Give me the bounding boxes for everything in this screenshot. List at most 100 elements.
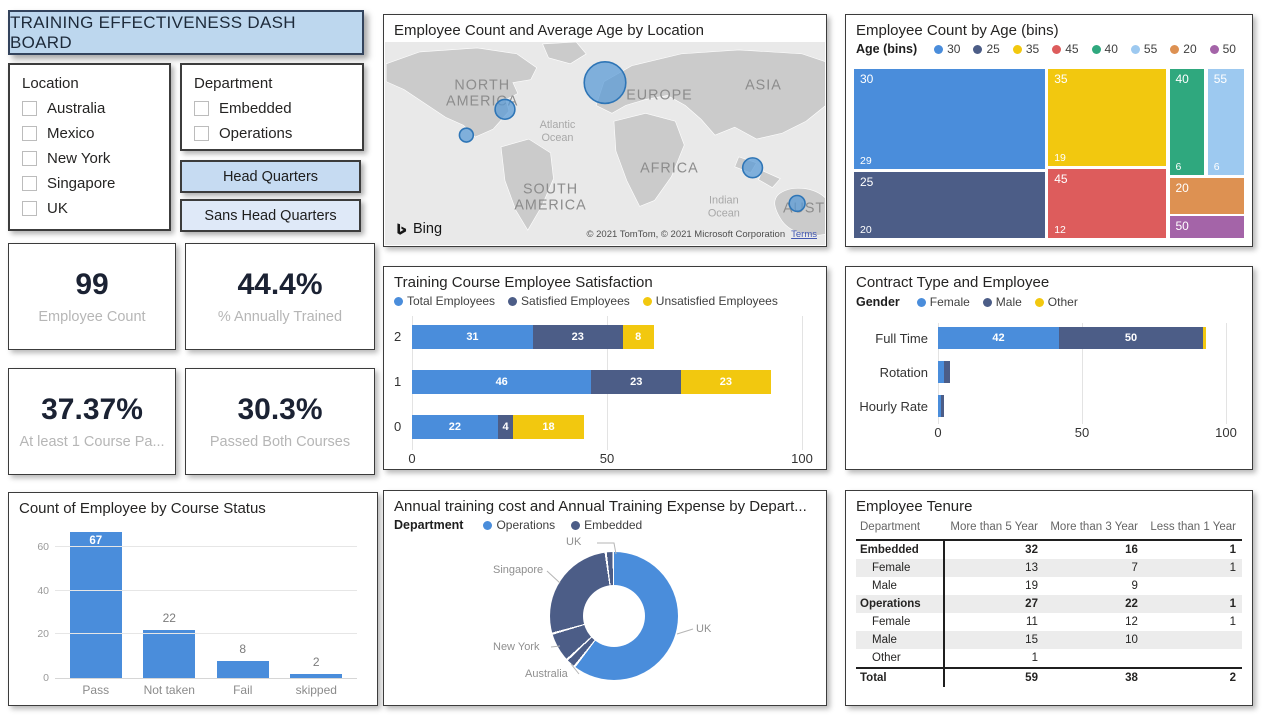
legend-item-embedded[interactable]: Embedded xyxy=(571,518,642,532)
cell-value: 7 xyxy=(1131,562,1138,574)
bar-segment-satisfied-employees[interactable]: 23 xyxy=(532,324,623,349)
treemap-tile-35[interactable]: 35 19 xyxy=(1048,69,1166,166)
checkbox-mexico[interactable] xyxy=(22,126,37,141)
bing-logo[interactable]: Bing xyxy=(395,221,442,237)
tenure-row-embedded-0[interactable]: Embedded 32 16 1 xyxy=(856,540,1242,559)
checkbox-operations[interactable] xyxy=(194,126,209,141)
tenure-row-female-4[interactable]: Female 11 12 1 xyxy=(856,613,1242,631)
map-region-label: SOUTH AMERICA xyxy=(514,182,586,214)
head-quarters-button[interactable]: Head Quarters xyxy=(180,160,361,193)
bar-pass[interactable]: 67 xyxy=(69,532,122,678)
legend-item-25[interactable]: 25 xyxy=(973,42,1000,56)
bar-fail[interactable] xyxy=(216,660,269,678)
legend-dot-icon xyxy=(982,297,992,307)
gridline xyxy=(1082,323,1083,424)
kpi-label: % Annually Trained xyxy=(217,309,343,325)
bar-segment-female[interactable]: 42 xyxy=(938,327,1059,349)
bar-not-taken[interactable] xyxy=(143,630,196,678)
legend-item-50[interactable]: 50 xyxy=(1209,42,1236,56)
treemap-tile-value: 29 xyxy=(860,155,872,168)
map-bubble[interactable] xyxy=(458,127,475,143)
map-region-label: Indian Ocean xyxy=(708,194,740,219)
treemap-tile-label: 55 xyxy=(1213,72,1228,86)
checkbox-uk[interactable] xyxy=(22,201,37,216)
category-label: Pass xyxy=(82,683,110,697)
checkbox-australia[interactable] xyxy=(22,101,37,116)
bar-segment-satisfied-employees[interactable]: 23 xyxy=(591,369,682,394)
bar-segment-total-employees[interactable]: 22 xyxy=(412,414,498,439)
treemap-tile-50[interactable]: 50 xyxy=(1169,216,1244,238)
legend-dot-icon xyxy=(508,296,518,306)
department-option-embedded[interactable]: Embedded xyxy=(194,100,350,117)
cell-value: 2 xyxy=(1143,667,1242,687)
tenure-row-female-1[interactable]: Female 13 7 1 xyxy=(856,559,1242,577)
bar-segment-unsatisfied-employees[interactable]: 8 xyxy=(622,324,654,349)
course-status-panel: Count of Employee by Course Status 67 22 8… xyxy=(8,492,378,706)
category-label: Not taken xyxy=(143,683,195,697)
map-bubble[interactable] xyxy=(583,61,627,105)
legend-item-30[interactable]: 30 xyxy=(934,42,960,56)
department-option-operations[interactable]: Operations xyxy=(194,125,350,142)
treemap-tile-55[interactable]: 55 6 xyxy=(1207,69,1244,176)
tenure-row-male-5[interactable]: Male 15 10 xyxy=(856,631,1242,649)
treemap-tile-40[interactable]: 40 6 xyxy=(1169,69,1205,176)
bar-segment-unsatisfied-employees[interactable]: 23 xyxy=(681,369,771,394)
bar-segment-female[interactable] xyxy=(938,395,941,417)
checkbox-singapore[interactable] xyxy=(22,176,37,191)
location-option-mexico[interactable]: Mexico xyxy=(22,125,157,142)
legend-item-operations[interactable]: Operations xyxy=(483,518,555,532)
legend-item-total-employees[interactable]: Total Employees xyxy=(394,294,495,308)
legend-item-55[interactable]: 55 xyxy=(1130,42,1157,56)
legend-item-satisfied-employees[interactable]: Satisfied Employees xyxy=(508,294,630,308)
bar-segment-satisfied-employees[interactable]: 4 xyxy=(497,414,514,439)
tenure-row-total-7[interactable]: Total 59 38 2 xyxy=(856,667,1242,687)
legend-item-40[interactable]: 40 xyxy=(1091,42,1118,56)
map-bubble[interactable] xyxy=(788,194,806,213)
treemap-tile-45[interactable]: 45 12 xyxy=(1048,168,1166,238)
treemap-tile-25[interactable]: 25 20 xyxy=(854,171,1045,238)
bar-segment-female[interactable] xyxy=(938,361,944,383)
bar-segment-male[interactable]: 50 xyxy=(1058,327,1203,349)
bar-segment-unsatisfied-employees[interactable]: 18 xyxy=(513,414,584,439)
tenure-row-operations-3[interactable]: Operations 27 22 1 xyxy=(856,595,1242,613)
bar-segment-male[interactable] xyxy=(940,395,944,417)
legend-item-20[interactable]: 20 xyxy=(1170,42,1197,56)
treemap-chart: 30 29 25 20 35 19 45 12 40 6 55 6 20 50 xyxy=(854,69,1244,238)
tenure-row-male-2[interactable]: Male 19 9 xyxy=(856,577,1242,595)
cell-value: 59 xyxy=(944,667,1044,687)
tenure-row-other-6[interactable]: Other 1 xyxy=(856,649,1242,668)
location-option-new-york[interactable]: New York xyxy=(22,150,157,167)
treemap-tile-20[interactable]: 20 xyxy=(1169,177,1244,214)
checkbox-new-york[interactable] xyxy=(22,151,37,166)
bar-segment-male[interactable] xyxy=(943,361,950,383)
dashboard-title: TRAINING EFFECTIVENESS DASH BOARD xyxy=(10,12,296,52)
map-bubble[interactable] xyxy=(741,157,764,179)
legend-item-unsatisfied-employees[interactable]: Unsatisfied Employees xyxy=(642,294,778,308)
legend-title: Gender xyxy=(856,295,900,309)
terms-link[interactable]: Terms xyxy=(791,229,817,240)
bar-skipped[interactable] xyxy=(290,673,343,678)
cell-value xyxy=(1144,577,1242,595)
legend-item-35[interactable]: 35 xyxy=(1012,42,1039,56)
checkbox-label: New York xyxy=(47,150,111,167)
location-option-australia[interactable]: Australia xyxy=(22,100,157,117)
bar-track xyxy=(938,395,1226,417)
cell-value xyxy=(1144,649,1242,668)
bar-segment-other[interactable] xyxy=(1202,327,1206,349)
map-bubble[interactable] xyxy=(494,98,516,121)
legend-item-other[interactable]: Other xyxy=(1034,295,1078,309)
location-option-singapore[interactable]: Singapore xyxy=(22,175,157,192)
sans-head-quarters-button[interactable]: Sans Head Quarters xyxy=(180,199,361,232)
legend-item-45[interactable]: 45 xyxy=(1052,42,1079,56)
legend-item-male[interactable]: Male xyxy=(982,295,1022,309)
bar-slot: 22 xyxy=(133,531,207,678)
treemap-tile-30[interactable]: 30 29 xyxy=(854,69,1045,170)
checkbox-embedded[interactable] xyxy=(194,101,209,116)
legend-item-female[interactable]: Female xyxy=(916,295,970,309)
bing-map[interactable]: NORTH AMERICA EUROPE ASIA Atlantic Ocean AFRIC… xyxy=(385,42,825,245)
location-option-uk[interactable]: UK xyxy=(22,200,157,217)
kpi-passed-both: 30.3% Passed Both Courses xyxy=(185,368,375,475)
tenure-col-more-than-5-year: More than 5 Year xyxy=(944,518,1044,541)
bar-segment-total-employees[interactable]: 31 xyxy=(412,324,533,349)
bar-segment-total-employees[interactable]: 46 xyxy=(412,369,592,394)
